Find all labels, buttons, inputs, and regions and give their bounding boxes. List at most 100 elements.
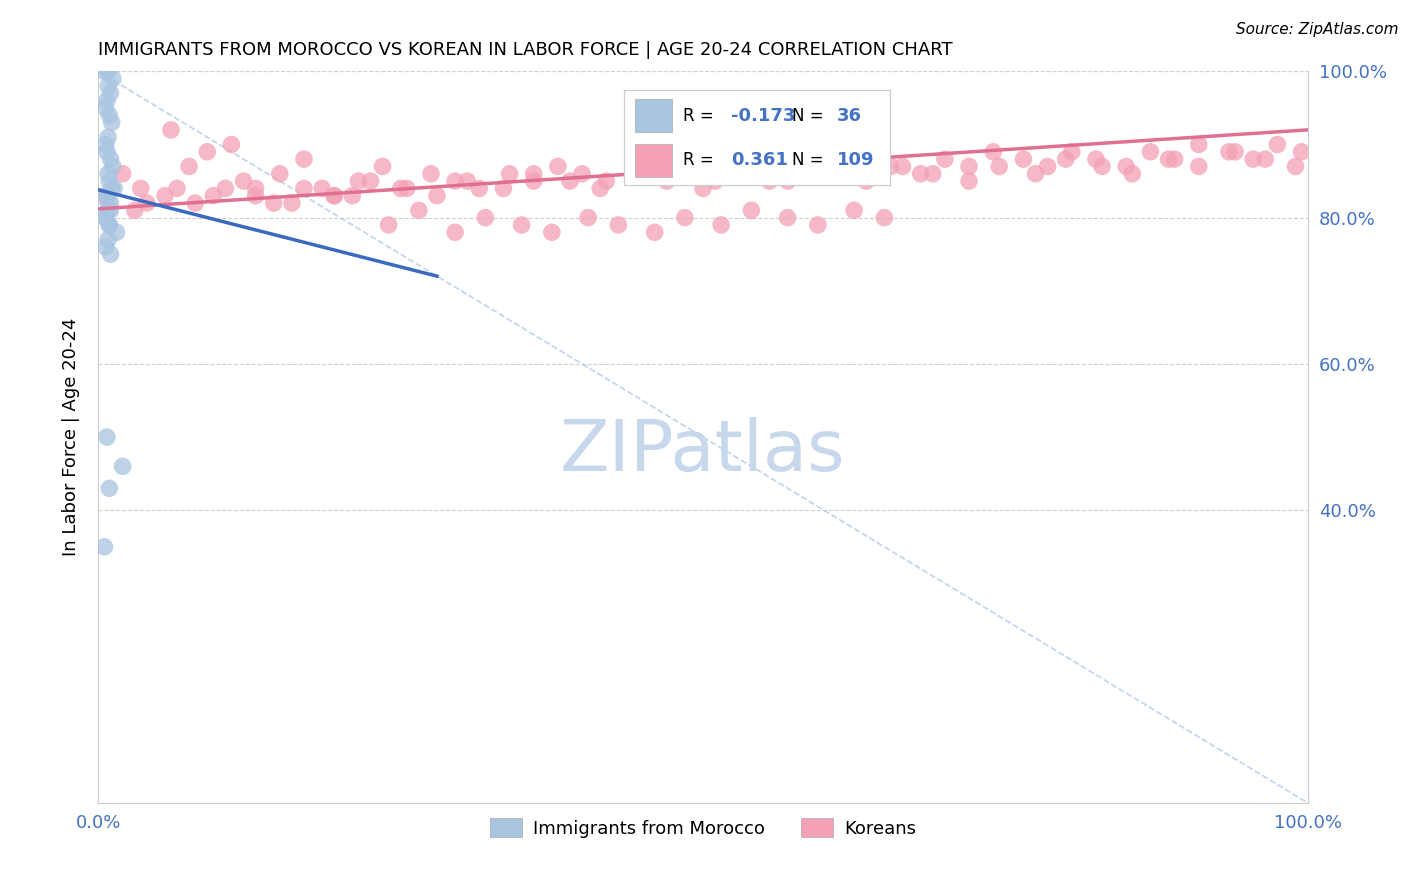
Point: [1267, 137, 1289, 152]
Point: [589, 181, 612, 195]
Point: [704, 174, 727, 188]
Point: [97, 64, 120, 78]
Point: [650, 167, 672, 181]
Point: [789, 160, 811, 174]
Point: [166, 181, 188, 195]
Point: [94, 211, 117, 225]
Text: IMMIGRANTS FROM MOROCCO VS KOREAN IN LABOR FORCE | AGE 20-24 CORRELATION CHART: IMMIGRANTS FROM MOROCCO VS KOREAN IN LAB…: [98, 41, 953, 59]
Point: [607, 218, 630, 232]
Point: [100, 115, 122, 129]
Point: [94, 137, 117, 152]
Point: [101, 160, 124, 174]
Point: [1291, 145, 1313, 159]
Point: [1188, 137, 1211, 152]
Point: [492, 181, 515, 195]
Point: [776, 211, 799, 225]
Point: [1121, 167, 1143, 181]
Point: [444, 174, 467, 188]
Point: [728, 160, 751, 174]
Point: [673, 152, 696, 166]
Point: [957, 160, 980, 174]
Point: [100, 196, 122, 211]
Point: [98, 481, 121, 495]
Point: [456, 174, 478, 188]
Point: [879, 160, 901, 174]
Point: [377, 218, 399, 232]
Point: [1218, 145, 1240, 159]
Point: [1139, 145, 1161, 159]
Point: [97, 78, 120, 93]
Point: [723, 167, 745, 181]
Point: [1284, 160, 1306, 174]
Point: [981, 145, 1004, 159]
Point: [1115, 160, 1137, 174]
Point: [96, 94, 118, 108]
Point: [94, 101, 117, 115]
Text: Source: ZipAtlas.com: Source: ZipAtlas.com: [1236, 22, 1399, 37]
Point: [98, 218, 121, 232]
Point: [626, 167, 648, 181]
Point: [1012, 152, 1035, 166]
Point: [395, 181, 418, 195]
Point: [221, 137, 243, 152]
Point: [94, 211, 117, 225]
Y-axis label: In Labor Force | Age 20-24: In Labor Force | Age 20-24: [62, 318, 80, 557]
Point: [595, 174, 617, 188]
Point: [202, 188, 225, 202]
Point: [1157, 152, 1180, 166]
Point: [153, 188, 176, 202]
Point: [891, 160, 914, 174]
Point: [831, 167, 853, 181]
Point: [426, 188, 449, 202]
Point: [111, 459, 134, 474]
Point: [523, 174, 546, 188]
Point: [752, 167, 775, 181]
Point: [825, 167, 848, 181]
Point: [855, 152, 877, 166]
Point: [408, 203, 430, 218]
Point: [96, 430, 118, 444]
Point: [558, 174, 581, 188]
Point: [389, 181, 412, 195]
Point: [498, 167, 520, 181]
Point: [245, 188, 267, 202]
Point: [100, 152, 122, 166]
Point: [100, 247, 122, 261]
Point: [758, 174, 780, 188]
Point: [124, 203, 146, 218]
Legend: Immigrants from Morocco, Koreans: Immigrants from Morocco, Koreans: [482, 811, 924, 845]
Point: [626, 160, 648, 174]
Point: [292, 152, 315, 166]
Point: [129, 181, 152, 195]
Point: [1024, 167, 1046, 181]
Point: [96, 188, 118, 202]
Point: [1163, 152, 1185, 166]
Point: [97, 167, 120, 181]
Point: [1085, 152, 1108, 166]
Point: [1036, 160, 1059, 174]
Point: [692, 181, 714, 195]
Point: [1060, 145, 1083, 159]
Point: [540, 225, 562, 239]
Point: [97, 233, 120, 247]
Point: [710, 218, 733, 232]
Point: [179, 160, 201, 174]
Point: [644, 225, 666, 239]
Point: [807, 160, 830, 174]
Point: [101, 71, 124, 86]
Point: [100, 181, 122, 195]
Point: [323, 188, 346, 202]
Point: [934, 152, 956, 166]
Point: [910, 167, 932, 181]
Point: [468, 181, 491, 195]
Point: [576, 211, 599, 225]
Point: [342, 188, 364, 202]
Point: [855, 174, 877, 188]
Point: [921, 167, 943, 181]
Point: [655, 174, 678, 188]
Text: ZIPatlas: ZIPatlas: [560, 417, 846, 486]
Point: [263, 196, 285, 211]
Point: [807, 218, 830, 232]
Point: [97, 130, 120, 145]
Point: [105, 225, 128, 239]
